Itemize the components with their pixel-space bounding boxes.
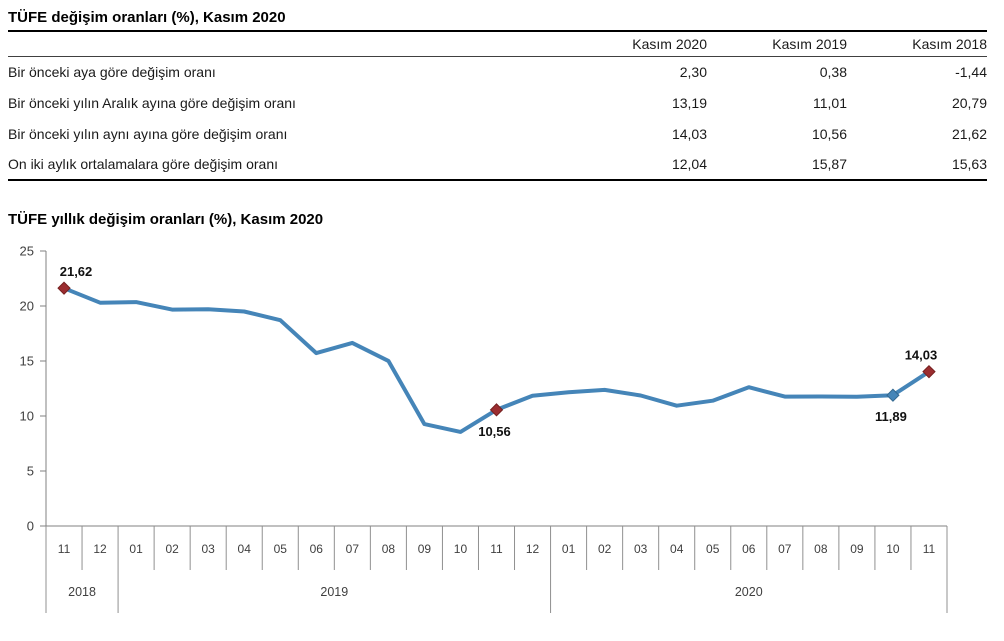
row-value: 10,56 (811, 125, 847, 142)
month-label: 09 (850, 542, 864, 556)
table-header-row: Kasım 2020 Kasım 2019 Kasım 2018 (8, 31, 987, 56)
month-label: 12 (93, 542, 107, 556)
month-label: 07 (778, 542, 792, 556)
data-point-marker-blue (886, 388, 900, 402)
row-label: Bir önceki yılın Aralık ayına göre değiş… (8, 94, 296, 111)
month-label: 06 (310, 542, 324, 556)
month-label: 12 (526, 542, 540, 556)
y-tick-label: 15 (20, 354, 34, 369)
month-label: 11 (490, 542, 503, 556)
month-label: 11 (58, 542, 71, 556)
year-label: 2019 (320, 585, 348, 599)
month-label: 09 (418, 542, 432, 556)
chart-title: TÜFE yıllık değişim oranları (%), Kasım … (8, 211, 324, 228)
month-label: 08 (814, 542, 828, 556)
y-tick-label: 5 (27, 464, 34, 479)
month-label: 01 (562, 542, 576, 556)
row-value: 14,03 (671, 125, 707, 142)
row-value: -1,44 (955, 63, 987, 80)
data-point-label: 10,56 (478, 424, 511, 439)
row-value: 15,87 (811, 156, 847, 172)
month-label: 10 (886, 542, 900, 556)
month-label: 08 (382, 542, 396, 556)
row-value: 11,01 (813, 94, 847, 111)
month-label: 03 (202, 542, 216, 556)
table-row: Bir önceki aya göre değişim oranı 2,30 0… (8, 56, 987, 87)
column-header-kasim-2020: Kasım 2020 (632, 35, 707, 52)
data-point-label: 14,03 (905, 348, 938, 363)
row-value: 0,38 (819, 63, 847, 80)
month-label: 11 (923, 542, 936, 556)
table-title: TÜFE değişim oranları (%), Kasım 2020 (8, 9, 286, 26)
year-label: 2020 (735, 585, 763, 599)
data-point-label: 21,62 (60, 264, 93, 279)
summary-table: Kasım 2020 Kasım 2019 Kasım 2018 Bir önc… (8, 30, 987, 181)
month-label: 05 (274, 542, 288, 556)
table-row: Bir önceki yılın aynı ayına göre değişim… (8, 118, 987, 149)
chart-section: TÜFE yıllık değişim oranları (%), Kasım … (0, 210, 1004, 639)
row-value: 13,19 (671, 94, 707, 111)
column-header-kasim-2018: Kasım 2018 (912, 35, 987, 52)
row-value: 20,79 (951, 94, 987, 111)
month-label: 10 (454, 542, 468, 556)
month-label: 07 (346, 542, 360, 556)
y-tick-label: 20 (20, 299, 34, 314)
row-value: 15,63 (951, 156, 987, 172)
row-value: 21,62 (951, 125, 987, 142)
data-point-marker-red (922, 364, 936, 379)
data-point-marker-red (489, 403, 504, 417)
month-label: 05 (706, 542, 720, 556)
row-label: Bir önceki yılın aynı ayına göre değişim… (8, 125, 288, 142)
row-label: Bir önceki aya göre değişim oranı (8, 63, 216, 80)
month-label: 04 (670, 542, 684, 556)
table-row: On iki aylık ortalamalara göre değişim o… (8, 149, 987, 180)
month-label: 01 (129, 542, 143, 556)
data-point-marker-red (57, 281, 71, 295)
y-tick-label: 0 (27, 519, 34, 534)
summary-table-section: TÜFE değişim oranları (%), Kasım 2020 Ka… (0, 0, 1004, 181)
row-label: On iki aylık ortalamalara göre değişim o… (8, 156, 279, 172)
row-value: 2,30 (679, 63, 707, 80)
data-point-label: 11,89 (875, 409, 907, 424)
month-label: 02 (598, 542, 612, 556)
table-row: Bir önceki yılın Aralık ayına göre değiş… (8, 87, 987, 118)
y-tick-label: 25 (20, 244, 34, 259)
y-tick-label: 10 (20, 409, 34, 424)
column-header-kasim-2019: Kasım 2019 (772, 35, 847, 52)
month-label: 04 (238, 542, 252, 556)
column-header-empty (8, 31, 560, 56)
month-label: 03 (634, 542, 648, 556)
month-label: 02 (165, 542, 179, 556)
month-label: 06 (742, 542, 756, 556)
year-label: 2018 (68, 585, 96, 599)
row-value: 12,04 (671, 156, 707, 172)
